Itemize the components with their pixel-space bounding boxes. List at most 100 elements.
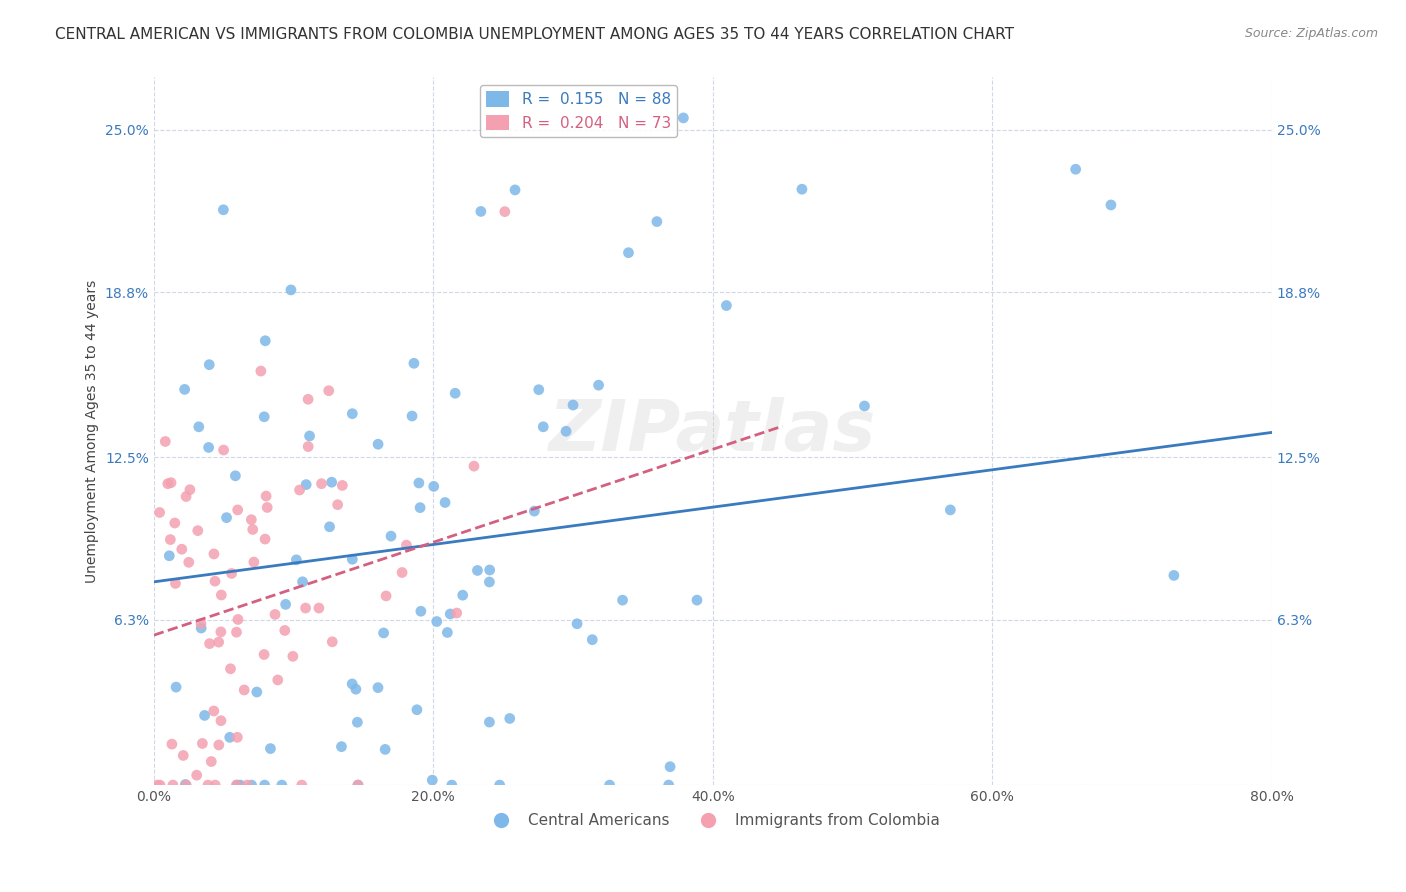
Point	[253, 409, 276, 424]
Point	[285, 553, 308, 567]
Point	[617, 245, 640, 260]
Point	[240, 513, 263, 527]
Point	[409, 500, 432, 515]
Point	[149, 778, 172, 792]
Point	[194, 708, 217, 723]
Point	[308, 601, 330, 615]
Point	[446, 606, 468, 620]
Point	[434, 495, 457, 509]
Point	[494, 204, 516, 219]
Point	[463, 459, 485, 474]
Point	[658, 778, 681, 792]
Point	[191, 737, 214, 751]
Point	[236, 778, 259, 792]
Point	[264, 607, 287, 622]
Point	[499, 711, 522, 725]
Point	[226, 778, 249, 792]
Point	[555, 424, 578, 438]
Point	[402, 356, 425, 370]
Point	[204, 574, 226, 589]
Point	[173, 383, 195, 397]
Point	[470, 204, 492, 219]
Point	[242, 523, 264, 537]
Point	[342, 552, 364, 566]
Point	[321, 475, 343, 490]
Point	[197, 778, 219, 792]
Point	[187, 419, 209, 434]
Point	[523, 504, 546, 518]
Point	[190, 616, 212, 631]
Point	[478, 574, 501, 589]
Point	[367, 437, 389, 451]
Point	[478, 563, 501, 577]
Point	[198, 358, 221, 372]
Point	[347, 778, 370, 792]
Point	[330, 478, 353, 492]
Point	[645, 214, 668, 228]
Point	[346, 715, 368, 730]
Point	[281, 649, 304, 664]
Point	[790, 182, 813, 196]
Point	[531, 419, 554, 434]
Point	[146, 778, 169, 792]
Point	[599, 778, 621, 792]
Point	[226, 503, 249, 517]
Point	[420, 773, 443, 788]
Point	[270, 778, 292, 792]
Legend: Central Americans, Immigrants from Colombia: Central Americans, Immigrants from Colom…	[479, 807, 946, 834]
Point	[467, 564, 489, 578]
Point	[1163, 568, 1185, 582]
Point	[219, 662, 242, 676]
Point	[200, 755, 222, 769]
Point	[444, 386, 467, 401]
Point	[440, 778, 463, 792]
Point	[439, 607, 461, 621]
Point	[254, 489, 277, 503]
Point	[295, 477, 318, 491]
Point	[240, 778, 263, 792]
Point	[380, 529, 402, 543]
Point	[478, 715, 501, 730]
Point	[149, 506, 172, 520]
Point	[291, 778, 314, 792]
Point	[224, 468, 246, 483]
Point	[426, 615, 449, 629]
Point	[367, 681, 389, 695]
Point	[436, 625, 458, 640]
Point	[939, 503, 962, 517]
Point	[156, 476, 179, 491]
Text: CENTRAL AMERICAN VS IMMIGRANTS FROM COLOMBIA UNEMPLOYMENT AMONG AGES 35 TO 44 YE: CENTRAL AMERICAN VS IMMIGRANTS FROM COLO…	[55, 27, 1014, 42]
Point	[562, 398, 585, 412]
Point	[225, 625, 247, 640]
Point	[172, 748, 194, 763]
Point	[165, 680, 187, 694]
Point	[209, 714, 232, 728]
Point	[451, 588, 474, 602]
Point	[375, 589, 398, 603]
Y-axis label: Unemployment Among Ages 35 to 44 years: Unemployment Among Ages 35 to 44 years	[86, 279, 100, 582]
Point	[340, 677, 363, 691]
Point	[401, 409, 423, 423]
Point	[422, 479, 444, 493]
Point	[259, 741, 281, 756]
Point	[197, 441, 219, 455]
Point	[250, 364, 273, 378]
Point	[174, 490, 197, 504]
Point	[588, 378, 610, 392]
Point	[1099, 198, 1122, 212]
Point	[347, 778, 370, 792]
Point	[209, 588, 232, 602]
Point	[326, 498, 349, 512]
Point	[212, 443, 235, 458]
Point	[215, 510, 238, 524]
Point	[318, 384, 340, 398]
Point	[198, 637, 221, 651]
Point	[208, 738, 231, 752]
Point	[170, 542, 193, 557]
Point	[373, 626, 395, 640]
Point	[395, 538, 418, 552]
Point	[311, 476, 333, 491]
Point	[581, 632, 603, 647]
Text: ZIPatlas: ZIPatlas	[550, 397, 876, 466]
Point	[612, 593, 634, 607]
